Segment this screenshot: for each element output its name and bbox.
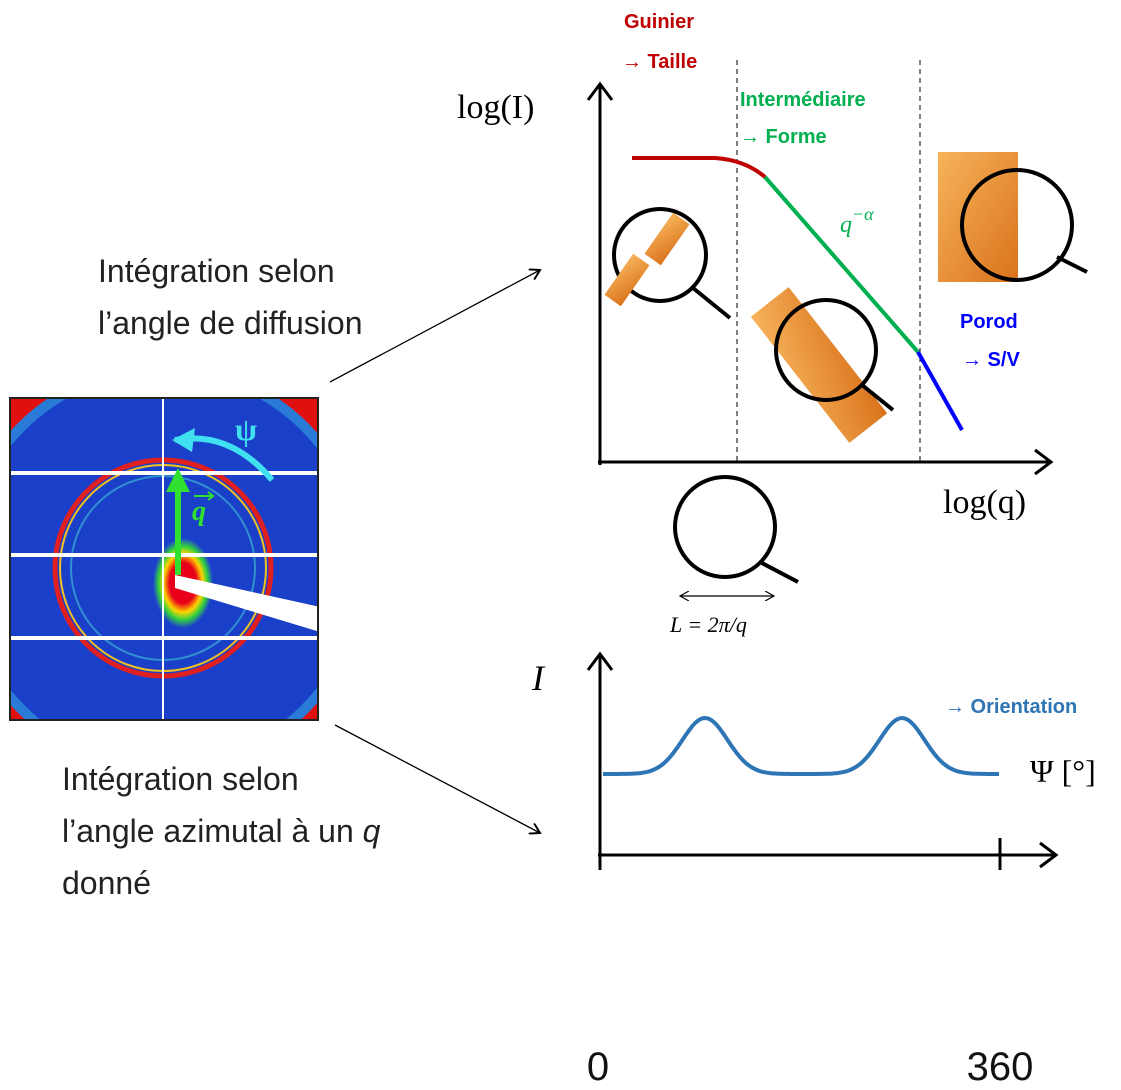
psi-symbol: ψ <box>235 411 257 447</box>
porod-meaning: → S/V <box>962 349 1020 371</box>
x-start-label: 0 <box>587 1045 609 1089</box>
azimuthal-text: Intégration selon <box>62 761 299 797</box>
detector-image: ψ q <box>9 397 319 721</box>
pointer-arrow <box>329 270 540 383</box>
azimuthal-text: l’angle azimutal à un q <box>62 813 381 849</box>
x-end-label: 360 <box>967 1045 1034 1089</box>
slope-base: q <box>840 212 852 238</box>
intermediate-meaning: → Forme <box>740 126 827 148</box>
q-vector-symbol: q <box>192 496 206 527</box>
x-axis-label: Ψ [°] <box>1030 753 1096 789</box>
radial-text: l’angle de diffusion <box>98 305 363 341</box>
intermediate-title: Intermédiaire <box>740 89 866 111</box>
x-axis-label: log(q) <box>943 484 1026 521</box>
text-var: q <box>363 813 381 849</box>
slope-exponent: −α <box>852 204 874 224</box>
y-axis-label: I <box>531 658 546 698</box>
y-axis-label: log(I) <box>457 89 534 126</box>
pointer-arrow <box>334 724 540 833</box>
guinier-title: Guinier <box>624 11 694 33</box>
azimuthal-text: donné <box>62 865 151 901</box>
radial-text: Intégration selon <box>98 253 335 289</box>
slope-label: q−α <box>840 204 874 238</box>
orientation-label: → Orientation <box>945 696 1077 718</box>
porod-title: Porod <box>960 311 1018 333</box>
length-label: L = 2π/q <box>669 612 747 637</box>
text-part: l’angle azimutal à un <box>62 813 363 849</box>
guinier-meaning: → Taille <box>622 51 697 73</box>
bottom-plot <box>586 651 1059 870</box>
top-plot <box>586 60 1088 596</box>
